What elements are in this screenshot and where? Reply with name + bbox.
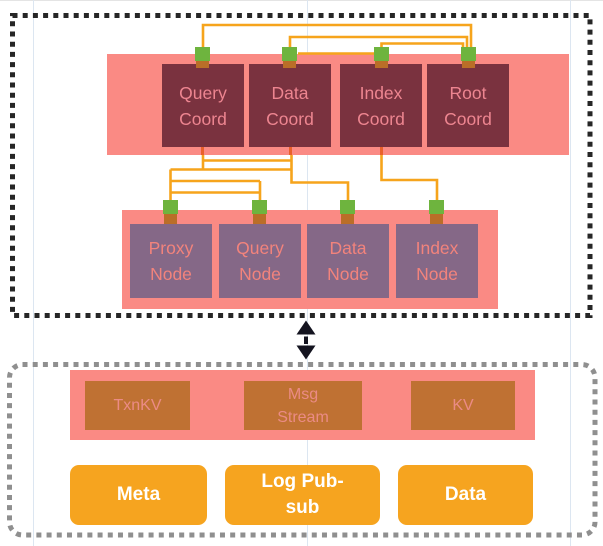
node-box-data: Data Node: [307, 224, 389, 298]
storage-box-txnkv: TxnKV: [85, 381, 190, 430]
anchor-square: [340, 200, 355, 214]
node-box-index: Index Node: [396, 224, 478, 298]
anchor-square: [461, 47, 476, 61]
arrow-head-up: [296, 320, 316, 335]
anchor-stub: [253, 212, 266, 224]
service-box-meta: Meta: [70, 465, 207, 525]
line-stub: [289, 147, 292, 155]
connection-indexcoord-indexnode: [380, 155, 439, 202]
line-stub: [201, 147, 204, 155]
anchor-square: [195, 47, 210, 61]
connection-indexcoord-rootcoord: [380, 42, 465, 48]
anchor-stub: [462, 59, 475, 68]
arrow-head-down: [296, 345, 316, 360]
double-arrow: [296, 320, 316, 360]
anchor-stub: [430, 212, 443, 224]
coord-box-root: Root Coord: [427, 64, 509, 147]
storage-label: TxnKV: [113, 397, 162, 414]
arrow-dash: [304, 336, 308, 344]
guide-line-right: [570, 0, 571, 546]
service-box-logpubsub: Log Pub-sub: [225, 465, 380, 525]
anchor-square: [252, 200, 267, 214]
coord-label: Root Coord: [444, 82, 492, 129]
anchor-stub: [375, 59, 388, 68]
service-label: Meta: [116, 484, 161, 505]
anchor-stub: [164, 212, 177, 224]
anchor-square: [374, 47, 389, 61]
coord-label: Index Coord: [357, 82, 405, 129]
top-group-dashed-border: [10, 13, 593, 318]
guide-line-left: [33, 0, 34, 546]
node-box-proxy: Proxy Node: [130, 224, 212, 298]
connection-querycoord-rootcoord: [201, 23, 473, 48]
bottom-group-dashed-border: [7, 362, 598, 538]
connection-datacoord-rootcoord: [288, 35, 469, 48]
anchor-stub: [341, 212, 354, 224]
anchor-square: [429, 200, 444, 214]
storage-box-kv: KV: [411, 381, 515, 430]
anchor-square: [282, 47, 297, 61]
service-label: Data: [444, 484, 487, 505]
anchor-stub: [283, 59, 296, 68]
node-label: Index Node: [415, 238, 459, 284]
coord-label: Query Coord: [179, 82, 227, 129]
connector-group: [169, 23, 473, 202]
node-label: Data Node: [327, 238, 369, 284]
anchor-square: [163, 200, 178, 214]
node-label: Query Node: [236, 238, 284, 284]
line-stub: [380, 147, 383, 155]
storage-box-msgstream: Msg Stream: [244, 381, 362, 430]
coord-box-index: Index Coord: [340, 64, 422, 147]
storage-label: KV: [452, 397, 474, 414]
coord-box-query: Query Coord: [162, 64, 244, 147]
coord-box-data: Data Coord: [249, 64, 331, 147]
slide-top-edge: [0, 0, 603, 1]
node-box-query: Query Node: [219, 224, 301, 298]
service-box-data: Data: [398, 465, 533, 525]
coord-label: Data Coord: [266, 82, 314, 129]
storage-label: Msg Stream: [277, 385, 329, 426]
anchor-stub: [196, 59, 209, 68]
service-label: Log Pub-sub: [261, 471, 344, 518]
connection-datacoord-datanode: [290, 155, 350, 202]
node-label: Proxy Node: [148, 238, 194, 284]
